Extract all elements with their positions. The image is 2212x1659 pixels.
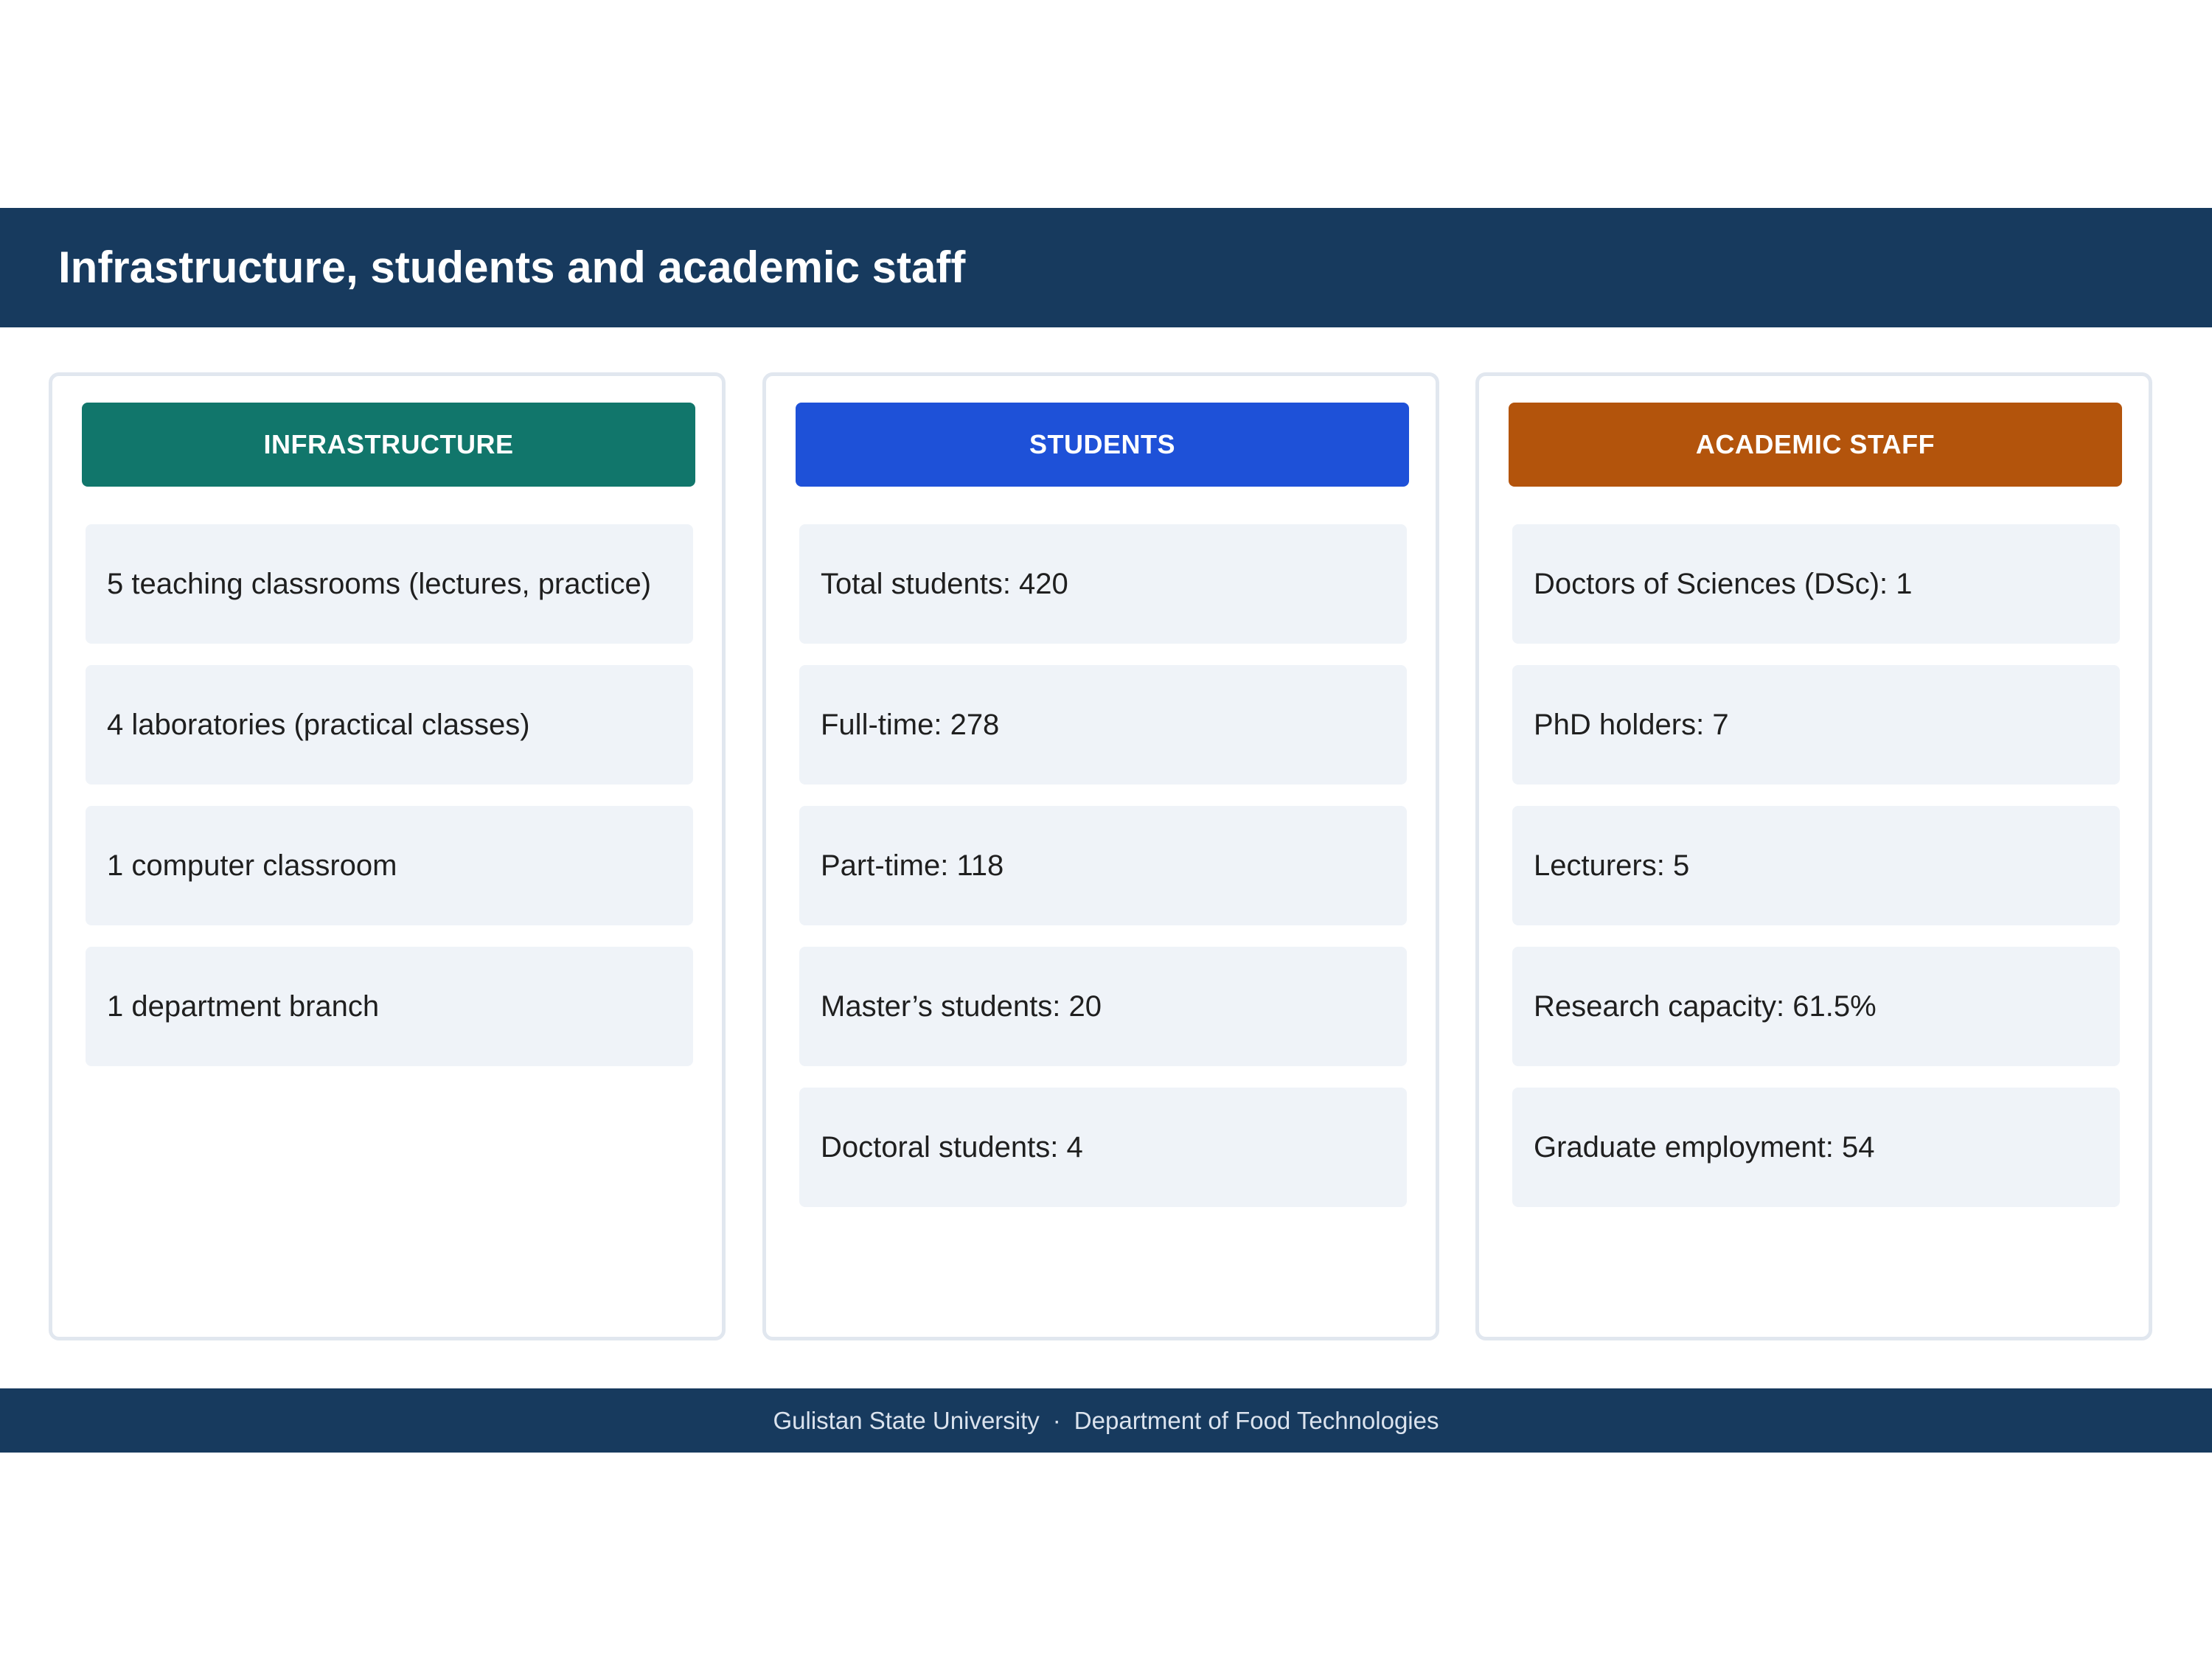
list-item: Doctors of Sciences (DSc): 1 [1512,524,2120,644]
students-header: STUDENTS [796,403,1409,487]
list-item: 1 computer classroom [86,806,693,925]
footer-bar: Gulistan State University · Department of … [0,1388,2212,1453]
list-item: Full-time: 278 [799,665,1407,785]
list-item: Graduate employment: 54 [1512,1088,2120,1207]
list-item: PhD holders: 7 [1512,665,2120,785]
list-item: 1 department branch [86,947,693,1066]
title-bar: Infrastructure, students and academic st… [0,208,2212,327]
footer-department: Department of Food Technologies [1074,1407,1439,1434]
list-item: Lecturers: 5 [1512,806,2120,925]
infrastructure-header: INFRASTRUCTURE [82,403,695,487]
students-card: STUDENTS Total students: 420 Full-time: … [762,372,1439,1340]
infrastructure-card: INFRASTRUCTURE 5 teaching classrooms (le… [49,372,726,1340]
academic-staff-list: Doctors of Sciences (DSc): 1 PhD holders… [1512,524,2120,1228]
footer-separator: · [1052,1407,1061,1434]
list-item: Master’s students: 20 [799,947,1407,1066]
list-item: 5 teaching classrooms (lectures, practic… [86,524,693,644]
list-item: 4 laboratories (practical classes) [86,665,693,785]
students-list: Total students: 420 Full-time: 278 Part-… [799,524,1407,1228]
list-item: Total students: 420 [799,524,1407,644]
infrastructure-list: 5 teaching classrooms (lectures, practic… [86,524,693,1088]
academic-staff-card: ACADEMIC STAFF Doctors of Sciences (DSc)… [1475,372,2152,1340]
list-item: Research capacity: 61.5% [1512,947,2120,1066]
academic-staff-header: ACADEMIC STAFF [1509,403,2122,487]
footer-university: Gulistan State University [773,1407,1040,1434]
list-item: Doctoral students: 4 [799,1088,1407,1207]
list-item: Part-time: 118 [799,806,1407,925]
page-title: Infrastructure, students and academic st… [58,243,966,292]
